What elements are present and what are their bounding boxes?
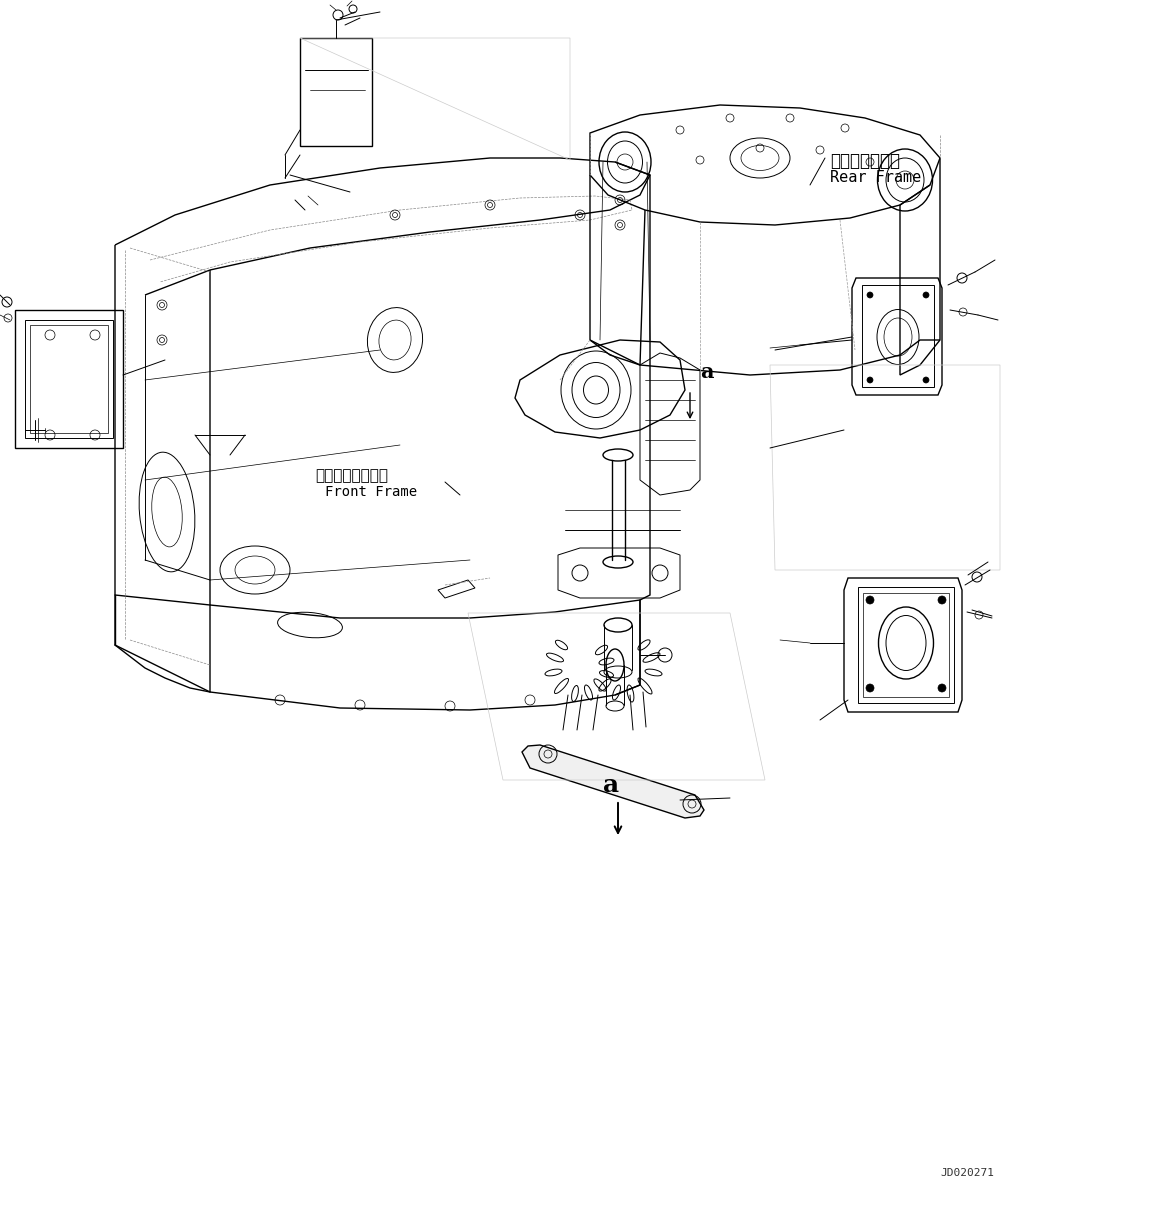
Bar <box>24 320 113 437</box>
Bar <box>862 285 934 387</box>
Text: a: a <box>700 362 713 382</box>
Bar <box>15 310 123 448</box>
Polygon shape <box>522 745 704 818</box>
Bar <box>858 587 954 703</box>
Circle shape <box>866 292 873 298</box>
Text: フロントフレーム: フロントフレーム <box>315 468 388 483</box>
Circle shape <box>939 596 946 604</box>
Text: Rear Frame: Rear Frame <box>830 170 921 185</box>
Text: JD020271: JD020271 <box>940 1168 994 1178</box>
Circle shape <box>923 378 929 382</box>
Text: リヤーフレーム: リヤーフレーム <box>830 152 900 170</box>
Text: Front Frame: Front Frame <box>324 485 418 499</box>
Circle shape <box>866 596 875 604</box>
Bar <box>863 593 949 697</box>
Circle shape <box>866 684 875 692</box>
Text: a: a <box>602 774 619 797</box>
Circle shape <box>939 684 946 692</box>
Bar <box>300 38 372 145</box>
Bar <box>30 325 108 433</box>
Circle shape <box>923 292 929 298</box>
Circle shape <box>866 378 873 382</box>
